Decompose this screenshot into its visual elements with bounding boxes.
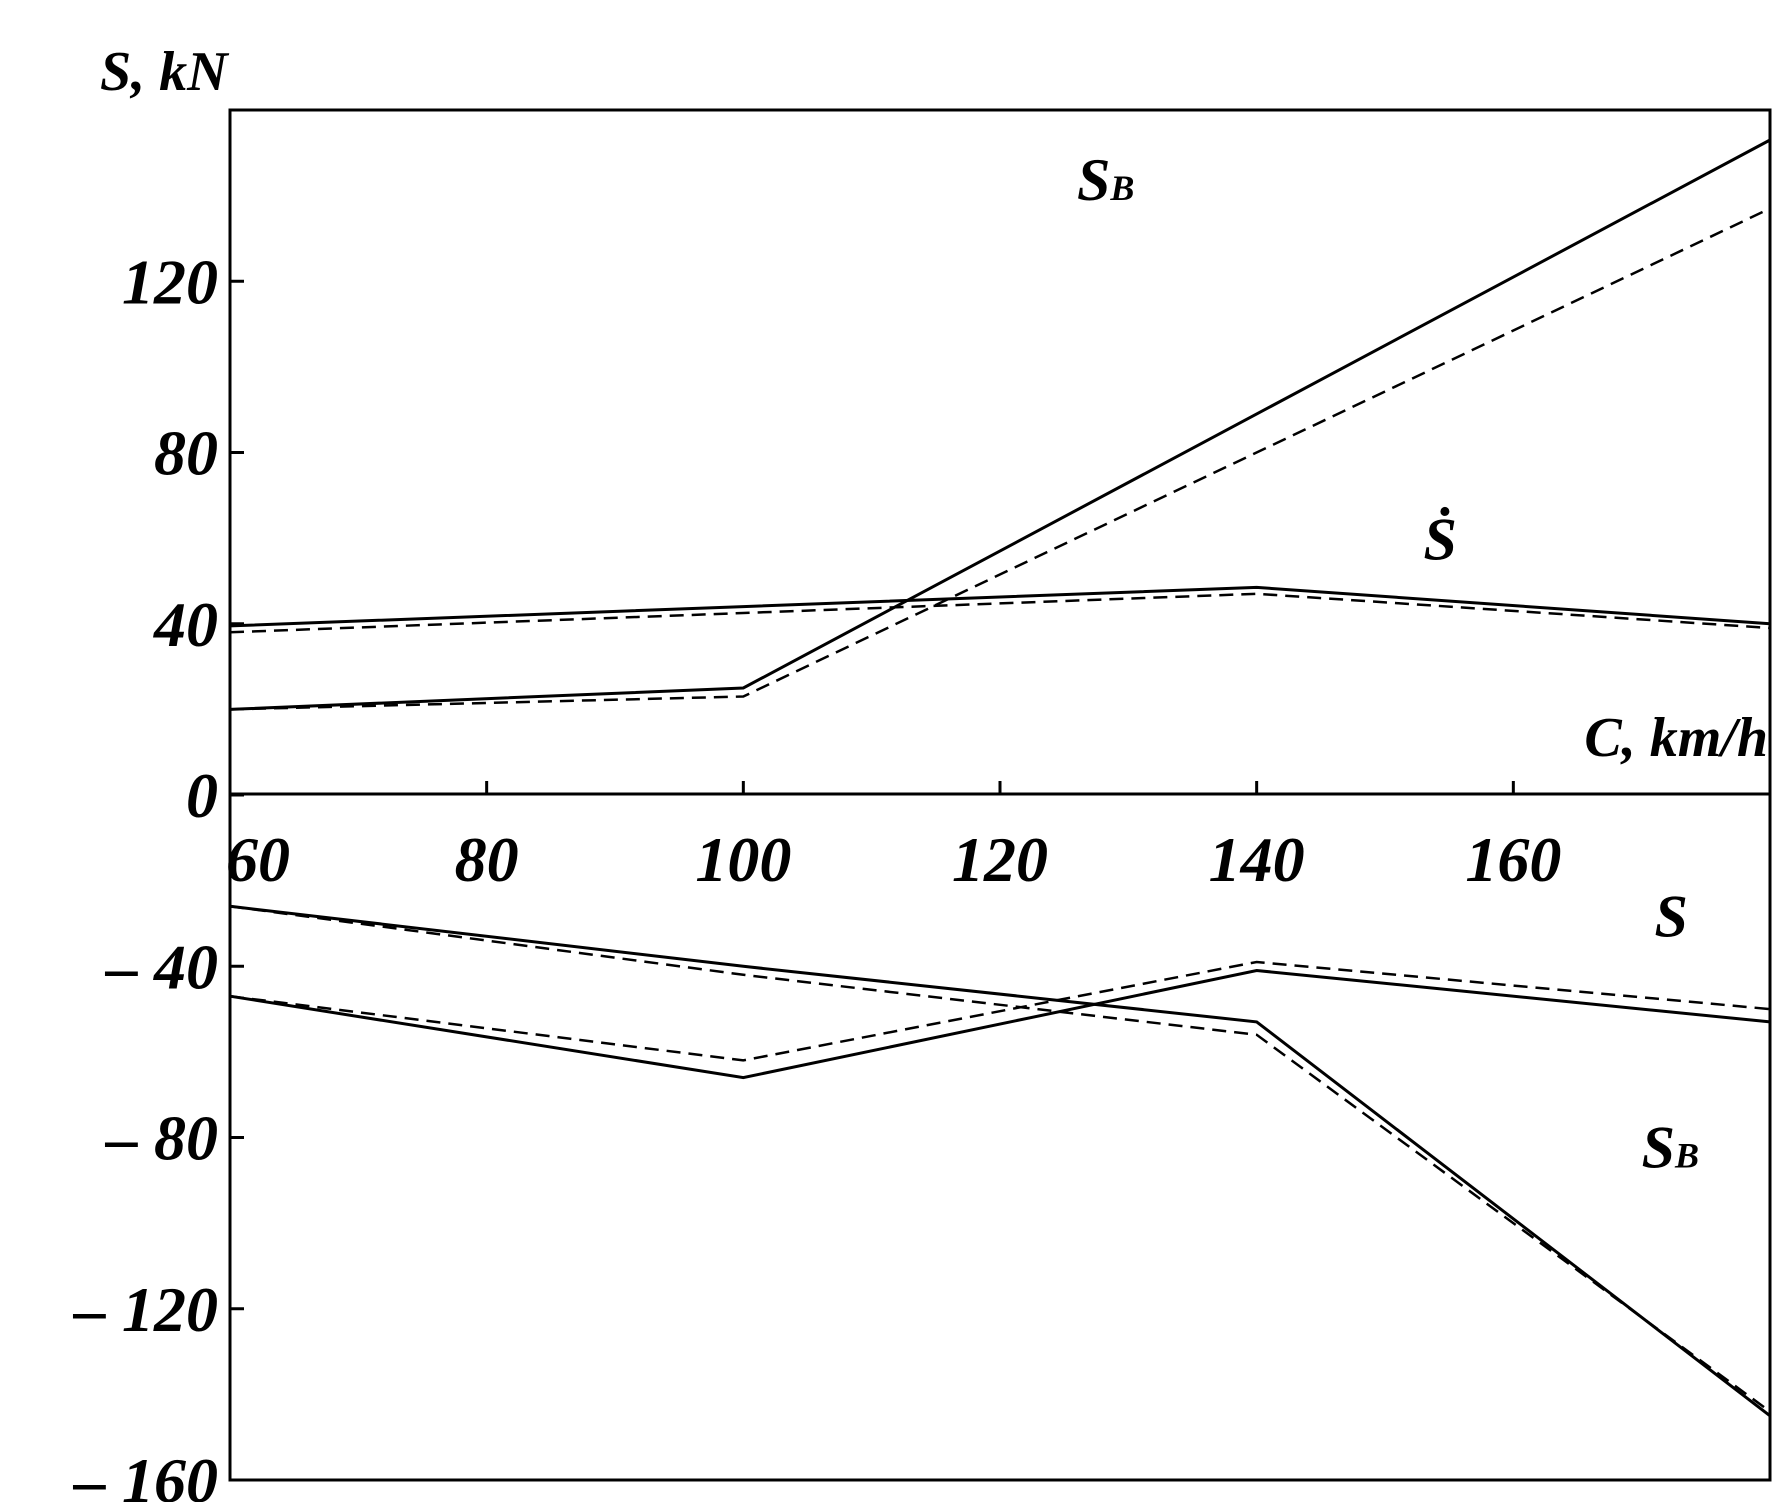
- y-tick-label: – 160: [72, 1445, 218, 1502]
- series-line-solid: [229, 138, 1771, 711]
- x-tick-label: 140: [1209, 824, 1305, 895]
- y-ticks: 120 80 40 0 – 40 – 80 – 120 – 160: [72, 246, 244, 1502]
- curve-label: Ṡ: [1424, 507, 1457, 573]
- series-line-solid: [229, 904, 1771, 1417]
- x-tick-label: 80: [455, 824, 519, 895]
- y-tick-label: 0: [186, 760, 218, 831]
- curve-label-main: S: [1655, 883, 1688, 949]
- curve-label-subscript: B: [1674, 1135, 1699, 1175]
- y-tick-label: 80: [154, 418, 218, 489]
- y-tick-label: – 80: [104, 1103, 218, 1174]
- x-ticks: 60 80 100 120 140 160: [226, 781, 1561, 895]
- series-line-solid: [229, 585, 1771, 628]
- y-tick-label: 120: [122, 246, 218, 317]
- x-tick-label: 100: [695, 824, 791, 895]
- series-line-dashed: [229, 207, 1771, 711]
- curve-label-subscript: B: [1109, 168, 1134, 208]
- curve-label-main: S: [1642, 1114, 1675, 1180]
- y-tick-label: 40: [153, 589, 218, 660]
- x-tick-label: 60: [226, 824, 290, 895]
- series-line-dashed: [229, 960, 1771, 1062]
- series-line-dashed: [229, 592, 1771, 634]
- series-line-solid: [229, 968, 1771, 1080]
- series-layer: [229, 138, 1771, 1417]
- y-axis-title: S, kN: [100, 41, 230, 103]
- x-tick-label: 160: [1465, 824, 1561, 895]
- y-tick-label: – 40: [104, 931, 218, 1002]
- curve-label: SB: [1077, 147, 1134, 213]
- x-axis-title: C, km/h: [1584, 707, 1768, 769]
- y-tick-label: – 120: [72, 1274, 218, 1345]
- curve-label-main: Ṡ: [1424, 507, 1457, 573]
- x-tick-label: 120: [952, 824, 1048, 895]
- curve-label: S: [1655, 883, 1688, 949]
- curve-label-main: S: [1077, 147, 1110, 213]
- series-line-dashed: [229, 905, 1771, 1413]
- curve-label: SB: [1642, 1114, 1699, 1180]
